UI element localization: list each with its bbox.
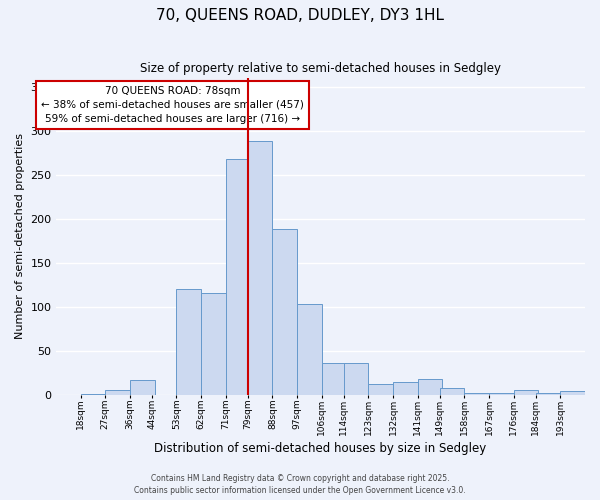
Bar xyxy=(489,393,514,394)
Bar xyxy=(297,304,322,394)
Bar xyxy=(368,384,393,394)
Bar xyxy=(201,294,226,394)
X-axis label: Distribution of semi-detached houses by size in Sedgley: Distribution of semi-detached houses by … xyxy=(154,442,487,455)
Bar xyxy=(418,378,442,394)
Bar xyxy=(226,159,251,394)
Bar xyxy=(105,390,130,394)
Title: Size of property relative to semi-detached houses in Sedgley: Size of property relative to semi-detach… xyxy=(140,62,501,76)
Bar xyxy=(464,393,489,394)
Bar xyxy=(272,230,297,394)
Bar xyxy=(130,380,155,394)
Y-axis label: Number of semi-detached properties: Number of semi-detached properties xyxy=(15,134,25,340)
Bar xyxy=(560,391,585,394)
Text: Contains HM Land Registry data © Crown copyright and database right 2025.
Contai: Contains HM Land Registry data © Crown c… xyxy=(134,474,466,495)
Bar xyxy=(248,142,272,394)
Bar xyxy=(514,390,538,394)
Bar xyxy=(440,388,464,394)
Bar xyxy=(176,289,201,395)
Bar xyxy=(344,363,368,394)
Text: 70, QUEENS ROAD, DUDLEY, DY3 1HL: 70, QUEENS ROAD, DUDLEY, DY3 1HL xyxy=(156,8,444,22)
Bar xyxy=(536,393,560,394)
Bar xyxy=(322,363,346,394)
Bar xyxy=(393,382,418,394)
Text: 70 QUEENS ROAD: 78sqm
← 38% of semi-detached houses are smaller (457)
59% of sem: 70 QUEENS ROAD: 78sqm ← 38% of semi-deta… xyxy=(41,86,304,124)
